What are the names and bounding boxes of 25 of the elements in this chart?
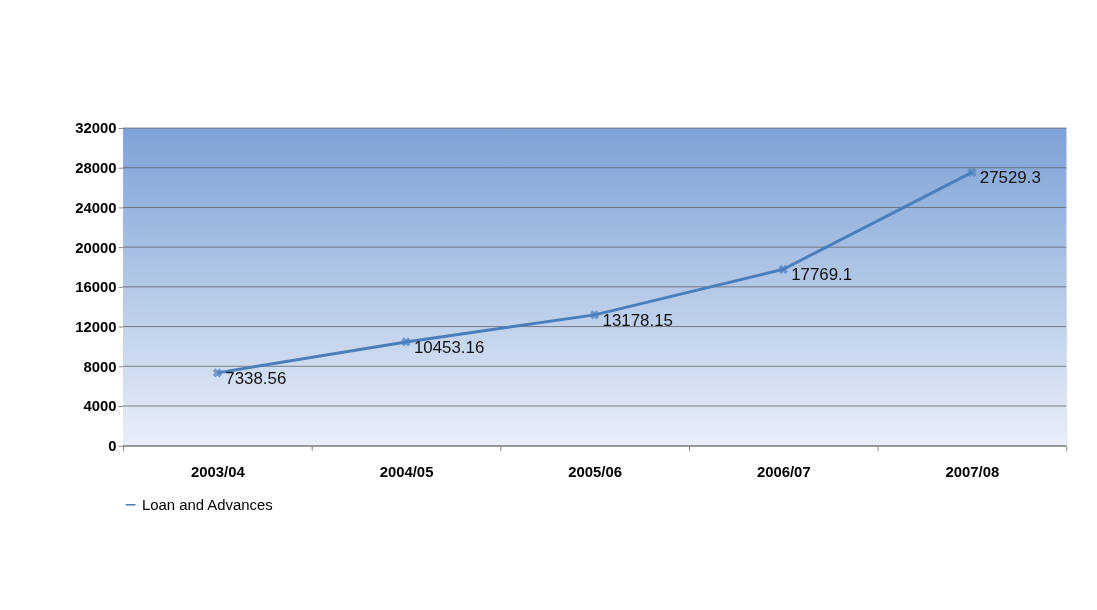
y-tick-label: 12000 xyxy=(75,319,117,336)
data-label: 7338.56 xyxy=(225,368,287,388)
data-label: 17769.1 xyxy=(791,265,853,285)
data-label: 10453.16 xyxy=(413,337,485,357)
x-tick-label: 2004/05 xyxy=(379,463,434,480)
y-tick-label: 20000 xyxy=(75,239,117,256)
point xyxy=(212,368,223,378)
point xyxy=(590,310,600,320)
point xyxy=(401,337,411,347)
y-tick-label: 16000 xyxy=(75,279,117,296)
legend-label: Loan and Advances xyxy=(141,496,273,513)
point xyxy=(967,167,977,178)
x-tick-label: 2003/04 xyxy=(191,463,246,480)
x-tick-label: 2007/08 xyxy=(945,463,1000,480)
data-label: 27529.3 xyxy=(979,168,1041,188)
y-tick-label: 24000 xyxy=(75,199,117,216)
y-tick-label: 28000 xyxy=(75,160,117,177)
y-tick-label: 4000 xyxy=(83,398,117,415)
y-tick-label: 32000 xyxy=(75,120,117,137)
x-tick-label: 2006/07 xyxy=(756,463,811,480)
point xyxy=(778,264,788,274)
data-label: 13178.15 xyxy=(602,310,673,330)
y-tick-label: 8000 xyxy=(83,358,117,375)
x-tick-label: 2005/06 xyxy=(568,463,623,480)
y-tick-label: 0 xyxy=(108,438,117,455)
